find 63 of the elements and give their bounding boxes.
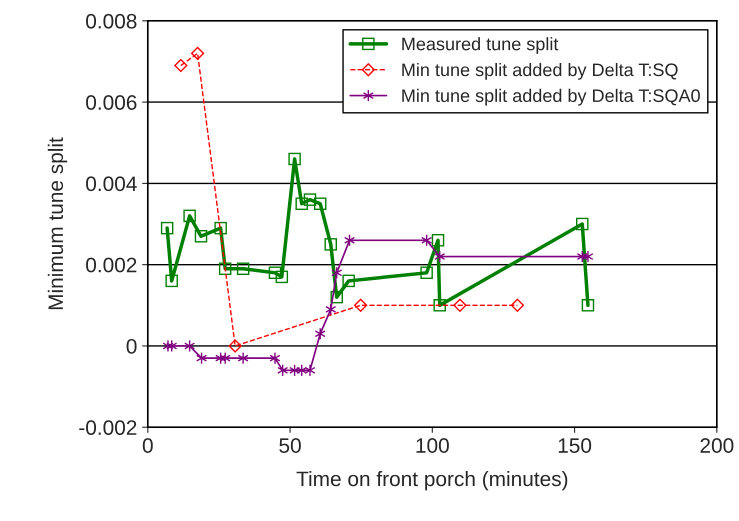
point xyxy=(314,328,326,340)
point xyxy=(342,274,355,288)
point xyxy=(268,266,282,280)
point xyxy=(296,364,308,377)
point xyxy=(218,262,232,275)
x-tick-label: 50 xyxy=(279,438,301,453)
point xyxy=(238,352,249,364)
point xyxy=(354,298,368,312)
y-tick-label: 0 xyxy=(126,338,137,354)
x-tick-label: 100 xyxy=(416,438,449,453)
point xyxy=(304,193,316,206)
point xyxy=(344,234,356,247)
point xyxy=(160,222,174,234)
point xyxy=(576,218,589,230)
point xyxy=(432,234,444,247)
point xyxy=(295,197,308,210)
y-tick-label: 0.004 xyxy=(86,176,137,192)
point xyxy=(288,152,301,166)
point xyxy=(269,352,280,364)
y-tick-label: 0.002 xyxy=(86,258,136,272)
point xyxy=(277,364,288,377)
point xyxy=(453,298,466,312)
point xyxy=(214,222,227,234)
point xyxy=(289,364,300,377)
point xyxy=(220,352,231,364)
y-tick-label: 0.008 xyxy=(86,14,136,29)
point xyxy=(420,266,433,280)
point xyxy=(183,210,196,222)
x-axis-title: Time on front porch (minutes) xyxy=(296,470,568,490)
point xyxy=(421,234,432,247)
y-tick-label: 0.006 xyxy=(86,95,136,110)
point xyxy=(433,299,446,312)
point xyxy=(215,352,226,364)
point xyxy=(324,238,337,251)
point xyxy=(582,299,594,312)
legend-label: Measured tune split xyxy=(402,37,558,54)
point xyxy=(165,274,178,288)
point xyxy=(325,303,336,316)
x-tick-label: 0 xyxy=(142,438,153,453)
point xyxy=(174,58,188,72)
point xyxy=(184,340,196,352)
x-tick-label: 150 xyxy=(558,438,592,453)
point xyxy=(434,250,446,263)
point xyxy=(331,266,342,280)
point xyxy=(314,197,326,210)
point xyxy=(166,340,178,352)
point xyxy=(236,262,250,275)
point xyxy=(196,352,208,364)
point xyxy=(276,270,288,284)
point xyxy=(162,340,174,352)
point xyxy=(582,250,594,263)
point xyxy=(510,298,524,312)
point xyxy=(191,46,204,60)
point xyxy=(304,364,316,377)
point xyxy=(330,290,343,304)
y-tick-label: -0.002 xyxy=(79,420,136,435)
legend-label: Min tune split added by Delta T:SQA0 xyxy=(402,88,700,106)
x-tick-label: 200 xyxy=(700,438,734,453)
point xyxy=(194,230,208,242)
point xyxy=(228,339,242,353)
y-axis-title: Minimum tune split xyxy=(48,137,68,310)
legend-label: Min tune split added by Delta T:SQ xyxy=(402,62,678,80)
point xyxy=(576,250,588,263)
